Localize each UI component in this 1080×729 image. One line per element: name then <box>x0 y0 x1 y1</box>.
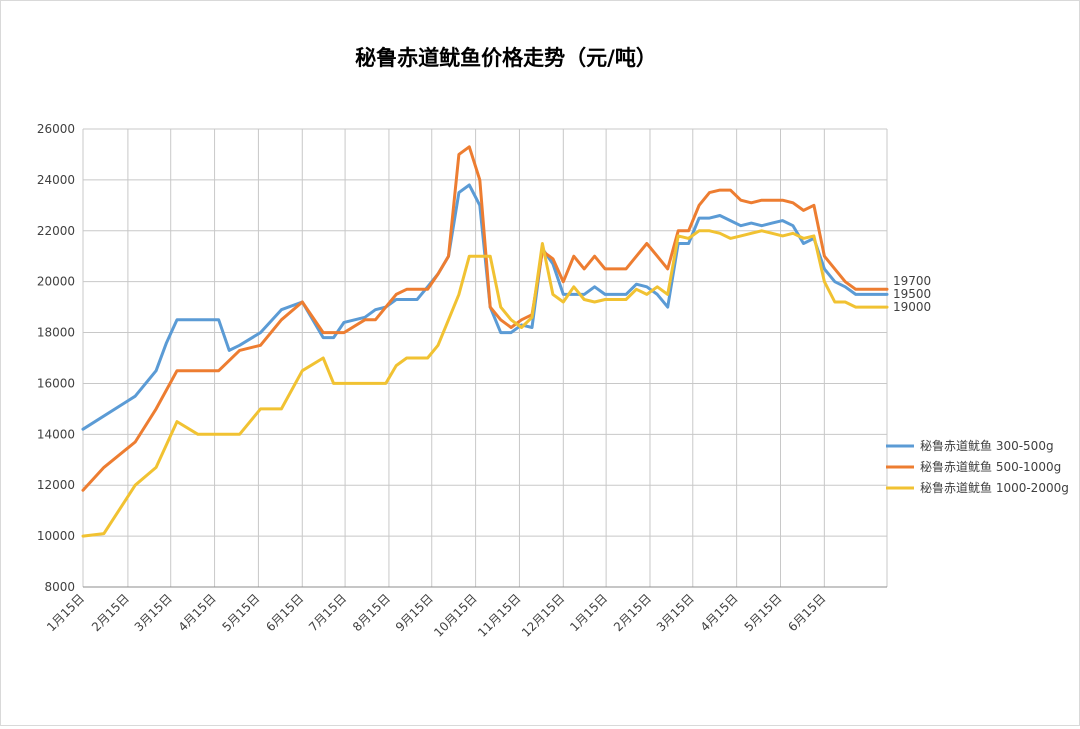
legend-label: 秘鲁赤道鱿鱼 500-1000g <box>920 459 1061 474</box>
x-tick-label: 6月15日 <box>785 591 828 634</box>
y-tick-label: 10000 <box>37 529 75 543</box>
y-axis-tick-labels: 8000 10000 12000 14000 16000 18000 20000 22000 2… <box>37 122 75 594</box>
y-tick-label: 12000 <box>37 478 75 492</box>
series-line <box>81 229 889 538</box>
y-tick-label: 8000 <box>44 580 75 594</box>
x-tick-label: 8月15日 <box>350 591 393 634</box>
x-tick-label: 5月15日 <box>219 591 262 634</box>
legend-label: 秘鲁赤道鱿鱼 1000-2000g <box>920 480 1069 495</box>
series-end-label: 19700 <box>893 274 931 288</box>
x-tick-label: 2月15日 <box>89 591 132 634</box>
x-tick-label: 12月15日 <box>519 591 567 639</box>
legend-label: 秘鲁赤道鱿鱼 300-500g <box>920 438 1054 453</box>
series-end-label: 19500 <box>893 287 931 301</box>
x-tick-label: 11月15日 <box>475 591 523 639</box>
x-tick-label: 3月15日 <box>132 591 175 634</box>
x-tick-label: 4月15日 <box>176 591 219 634</box>
x-tick-label: 10月15日 <box>431 591 479 639</box>
x-tick-label: 5月15日 <box>742 591 785 634</box>
x-axis-tick-labels: 1月15日 2月15日 3月15日 4月15日 5月15日 6月15日 7月15日 8月15日… <box>44 591 828 639</box>
gridlines <box>82 128 888 588</box>
y-tick-label: 14000 <box>37 427 75 441</box>
x-tick-label: 6月15日 <box>263 591 306 634</box>
chart-title: 秘鲁赤道鱿鱼价格走势（元/吨） <box>355 46 657 70</box>
x-tick-label: 1月15日 <box>567 591 610 634</box>
series-end-label: 19000 <box>893 300 931 314</box>
series-line <box>81 145 889 492</box>
y-tick-label: 24000 <box>37 173 75 187</box>
x-tick-label: 4月15日 <box>698 591 741 634</box>
y-tick-label: 22000 <box>37 224 75 238</box>
x-tick-label: 7月15日 <box>306 591 349 634</box>
x-tick-label: 1月15日 <box>44 591 87 634</box>
x-tick-label: 3月15日 <box>654 591 697 634</box>
y-tick-label: 26000 <box>37 122 75 136</box>
y-tick-label: 16000 <box>37 376 75 390</box>
legend: 秘鲁赤道鱿鱼 300-500g 秘鲁赤道鱿鱼 500-1000g 秘鲁赤道鱿鱼 10… <box>886 438 1069 495</box>
y-tick-label: 18000 <box>37 326 75 340</box>
x-tick-label: 9月15日 <box>393 591 436 634</box>
y-tick-label: 20000 <box>37 275 75 289</box>
series-lines <box>81 145 889 538</box>
x-tick-label: 2月15日 <box>611 591 654 634</box>
series-line <box>81 183 889 431</box>
